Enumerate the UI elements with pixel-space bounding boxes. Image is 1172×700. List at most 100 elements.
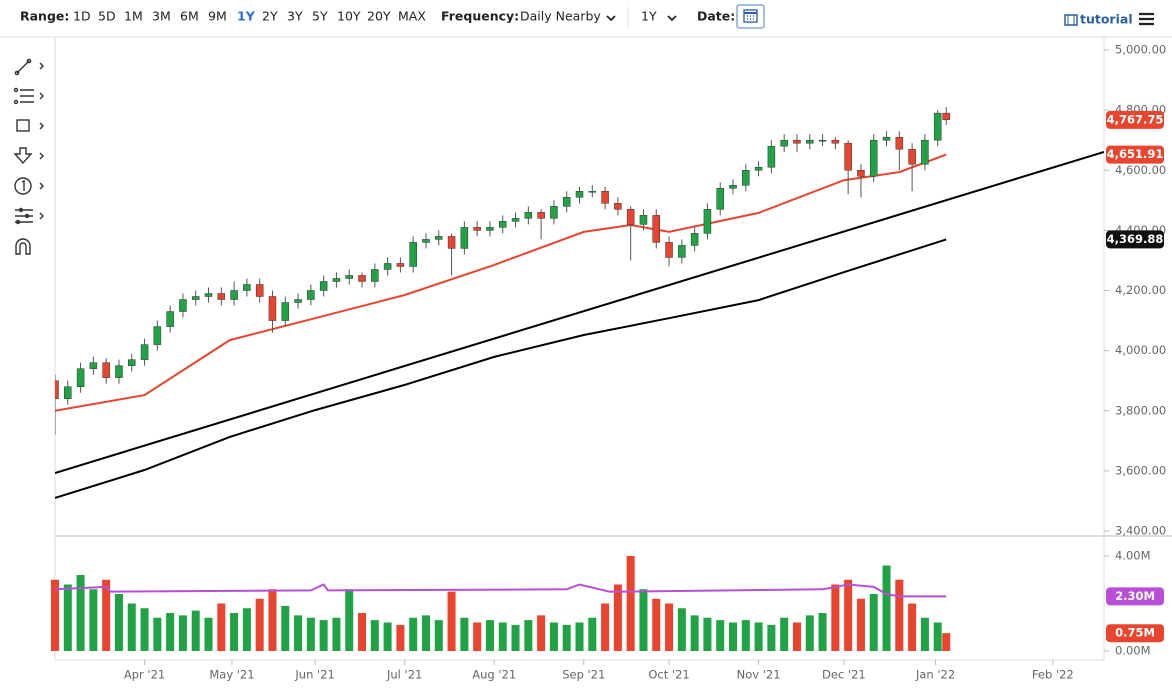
range-button[interactable]: 20Y xyxy=(367,9,391,24)
candle-body xyxy=(447,236,456,249)
range-button[interactable]: 9M xyxy=(208,9,227,24)
volume-bar xyxy=(511,624,520,651)
volume-bar xyxy=(831,584,840,651)
volume-bar xyxy=(178,615,187,651)
fib-tool[interactable] xyxy=(13,87,44,105)
range-button[interactable]: 2Y xyxy=(262,9,278,24)
candle-body xyxy=(780,139,788,147)
range-button[interactable]: MAX xyxy=(398,9,426,24)
candle-body xyxy=(716,188,724,210)
volume-bar xyxy=(76,575,85,651)
volume-average xyxy=(54,583,947,598)
volume-bar xyxy=(460,617,469,651)
candle-body xyxy=(908,148,916,165)
volume-bar xyxy=(370,620,379,651)
candle-body xyxy=(358,275,366,282)
volume-bar xyxy=(665,603,674,651)
volume-bar xyxy=(805,615,814,651)
x-tick-label: Jun '21 xyxy=(294,668,334,682)
volume-bar xyxy=(895,579,904,651)
candle-body xyxy=(371,269,379,282)
candle-body xyxy=(243,284,251,291)
candle-body xyxy=(678,245,686,258)
candle-body xyxy=(409,242,417,267)
volume-tick-label: 0.00M xyxy=(1115,644,1151,658)
measure-tool[interactable] xyxy=(15,207,44,225)
candle-body xyxy=(524,212,533,219)
candle-body xyxy=(882,136,891,141)
range-label: Range: xyxy=(20,9,69,24)
candle-body xyxy=(166,311,174,327)
volume-bar xyxy=(601,603,610,651)
x-tick-label: Jan '22 xyxy=(915,668,955,682)
candle-body xyxy=(217,293,226,300)
candle-body xyxy=(307,290,315,300)
candle-body xyxy=(665,242,673,258)
volume-bar xyxy=(908,603,917,651)
price-plot xyxy=(55,107,1104,499)
x-tick-label: Nov '21 xyxy=(737,668,781,682)
date-label: Date: xyxy=(697,9,735,24)
line-tool[interactable] xyxy=(14,58,44,76)
y-tick-label: 3,400.00 xyxy=(1115,524,1166,538)
range-button[interactable]: 1D xyxy=(73,9,91,24)
volume-bar xyxy=(703,617,712,651)
volume-bar xyxy=(345,589,354,651)
menu-button[interactable] xyxy=(1139,12,1154,26)
volume-bar xyxy=(230,613,239,651)
x-tick-label: Sep '21 xyxy=(562,668,605,682)
candle-body xyxy=(486,227,494,231)
volume-bar xyxy=(575,622,584,651)
candle-body xyxy=(435,236,443,240)
range-button[interactable]: 5Y xyxy=(312,9,328,24)
volume-bar xyxy=(856,598,865,651)
chevron[interactable] xyxy=(606,15,616,22)
range-button[interactable]: 3Y xyxy=(287,9,303,24)
range-button[interactable]: 3M xyxy=(152,9,171,24)
candle-body xyxy=(601,191,609,204)
x-tick-label: May '21 xyxy=(209,668,254,682)
volume-bar xyxy=(818,613,827,651)
indicator-line xyxy=(55,150,1104,474)
tutorial-link[interactable]: tutorial xyxy=(1080,12,1133,27)
volume-tick-label: 4.00M xyxy=(1115,549,1151,563)
volume-average-label-box xyxy=(1106,587,1164,606)
frequency-dropdown[interactable]: Daily Nearby xyxy=(520,9,601,24)
chevron[interactable] xyxy=(667,15,677,22)
volume-bar xyxy=(306,617,315,651)
candle-body xyxy=(895,136,904,150)
range-button[interactable]: 1M xyxy=(124,9,143,24)
candle-body xyxy=(102,362,110,378)
candle-body xyxy=(942,112,950,121)
shape-tool[interactable] xyxy=(16,119,44,132)
x-tick-label: Apr '21 xyxy=(124,668,165,682)
range-button[interactable]: 10Y xyxy=(337,9,361,24)
candle-body xyxy=(498,221,507,228)
x-tick-label: Oct '21 xyxy=(648,668,689,682)
volume-bar xyxy=(421,615,430,651)
range-button[interactable]: 1Y xyxy=(237,9,256,24)
candle-body xyxy=(614,203,622,210)
magnet-tool[interactable] xyxy=(15,238,31,255)
candle-body xyxy=(345,275,353,279)
x-tick-label: Dec '21 xyxy=(822,668,866,682)
period-dropdown[interactable]: 1Y xyxy=(641,9,657,24)
volume-bar xyxy=(102,579,111,651)
volume-bar xyxy=(942,633,951,651)
tutorial-button[interactable]: tutorial xyxy=(1064,12,1133,27)
annotation-tool[interactable] xyxy=(14,177,44,195)
calendar-button[interactable] xyxy=(736,4,765,29)
candle-body xyxy=(562,197,571,207)
volume-bar xyxy=(549,622,558,651)
y-tick-label: 5,000.00 xyxy=(1115,43,1166,57)
volume-bar xyxy=(473,622,482,651)
volume-bar xyxy=(485,620,494,651)
candle-body xyxy=(742,170,750,186)
arrow-tool[interactable] xyxy=(13,147,44,165)
range-button[interactable]: 5D xyxy=(98,9,116,24)
range-button[interactable]: 6M xyxy=(180,9,199,24)
candle-body xyxy=(690,233,699,246)
candle-body xyxy=(588,191,597,193)
candle-body xyxy=(626,209,635,225)
